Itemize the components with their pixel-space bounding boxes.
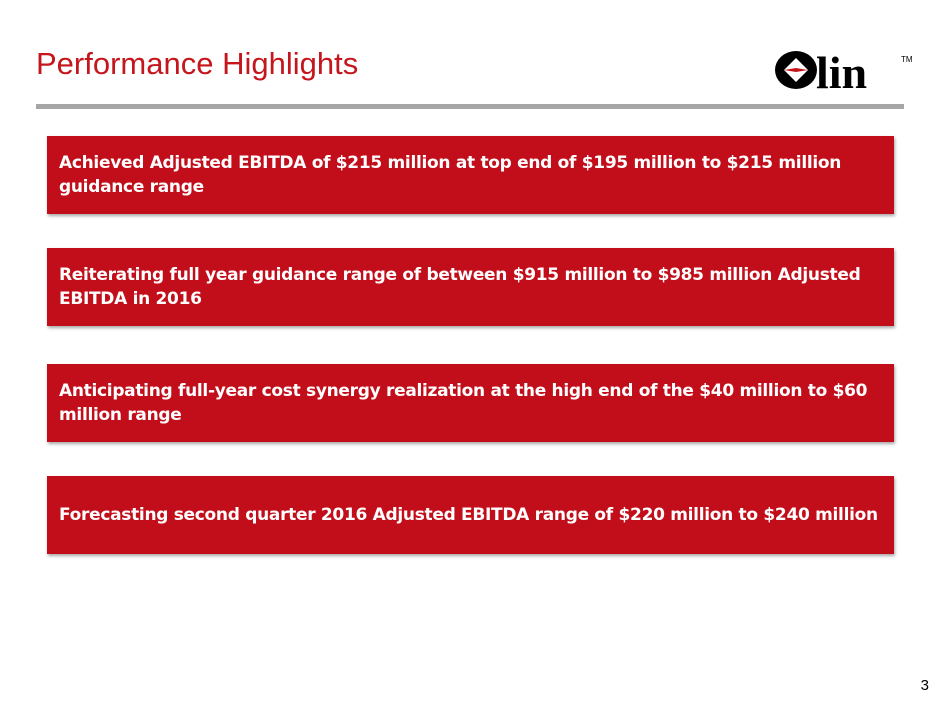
highlight-text: Reiterating full year guidance range of …: [59, 265, 861, 309]
highlight-box-2: Reiterating full year guidance range of …: [47, 248, 894, 326]
logo-text: lin: [816, 47, 867, 94]
olin-logo: lin TM: [775, 47, 913, 94]
highlight-text: Forecasting second quarter 2016 Adjusted…: [59, 505, 878, 525]
page-number: 3: [920, 677, 929, 694]
highlight-box-1: Achieved Adjusted EBITDA of $215 million…: [47, 136, 894, 214]
highlight-box-3: Anticipating full-year cost synergy real…: [47, 364, 894, 442]
logo-red-stripe: [784, 68, 808, 72]
title-divider: [36, 104, 904, 109]
highlight-box-4: Forecasting second quarter 2016 Adjusted…: [47, 476, 894, 554]
page-title: Performance Highlights: [36, 46, 359, 81]
logo-trademark: TM: [901, 55, 913, 64]
highlight-text: Achieved Adjusted EBITDA of $215 million…: [59, 153, 842, 197]
highlight-text: Anticipating full-year cost synergy real…: [59, 381, 868, 425]
